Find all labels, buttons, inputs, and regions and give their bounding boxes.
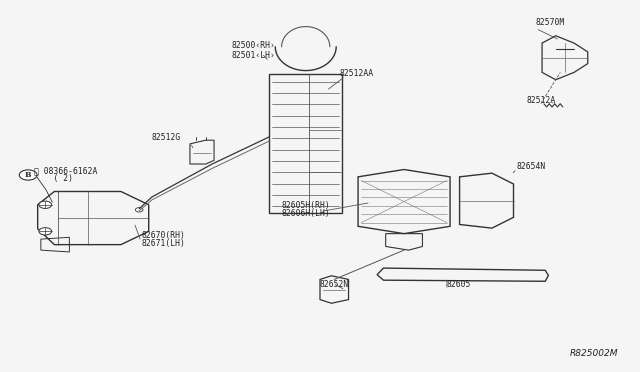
Text: 82606H(LH): 82606H(LH) [282, 209, 331, 218]
Text: 82512A: 82512A [526, 96, 556, 105]
Text: 82671(LH): 82671(LH) [141, 239, 185, 248]
Text: B: B [25, 171, 31, 179]
Text: ( 2): ( 2) [35, 174, 74, 183]
Text: R825002M: R825002M [570, 349, 618, 358]
Text: 82605H(RH): 82605H(RH) [282, 201, 331, 210]
Text: 82605: 82605 [447, 280, 471, 289]
Text: 82652N: 82652N [320, 280, 349, 289]
Text: 82570M: 82570M [536, 17, 565, 26]
Circle shape [39, 228, 52, 235]
Text: 82501‹LH›: 82501‹LH› [231, 51, 275, 60]
Circle shape [19, 170, 37, 180]
Text: 82670(RH): 82670(RH) [141, 231, 185, 240]
Text: 82654N: 82654N [516, 162, 546, 171]
Circle shape [39, 201, 52, 208]
Text: 82512G: 82512G [152, 133, 181, 142]
Text: 82500‹RH›: 82500‹RH› [231, 41, 275, 51]
Text: Ⓑ 08366-6162A: Ⓑ 08366-6162A [35, 166, 98, 175]
Text: 82512AA: 82512AA [339, 69, 373, 78]
Circle shape [136, 208, 143, 212]
